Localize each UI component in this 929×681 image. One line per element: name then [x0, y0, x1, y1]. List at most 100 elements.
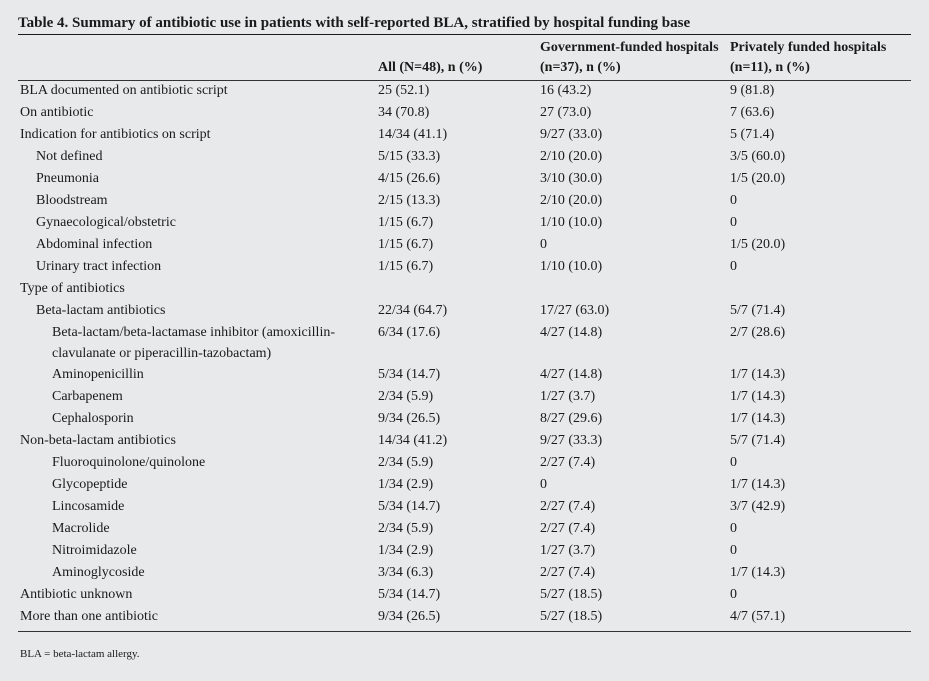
cell-private: 4/7 (57.1) — [730, 609, 786, 624]
cell-government: 9/27 (33.3) — [540, 433, 603, 448]
table-row: Carbapenem 2/34 (5.9) 1/27 (3.7) 1/7 (14.3) — [18, 386, 911, 408]
cell-government: 2/27 (7.4) — [540, 521, 596, 536]
cell-government: 4/27 (14.8) — [540, 367, 603, 382]
cell-all: 22/34 (64.7) — [378, 303, 448, 318]
table-row: Lincosamide 5/34 (14.7) 2/27 (7.4) 3/7 (42.… — [18, 496, 911, 518]
cell-all: 34 (70.8) — [378, 105, 430, 120]
cell-private: 5/7 (71.4) — [730, 433, 786, 448]
cell-all: 1/15 (6.7) — [378, 259, 434, 274]
cell-government: 2/10 (20.0) — [540, 193, 603, 208]
cell-private: 1/5 (20.0) — [730, 171, 786, 186]
row-label: Not defined — [36, 149, 103, 164]
row-label: Pneumonia — [36, 171, 99, 186]
table-row: Non-beta-lactam antibiotics 14/34 (41.2) 9… — [18, 430, 911, 452]
cell-all: 5/34 (14.7) — [378, 499, 441, 514]
cell-private: 3/5 (60.0) — [730, 149, 786, 164]
cell-government: 2/27 (7.4) — [540, 565, 596, 580]
cell-government: 4/27 (14.8) — [540, 325, 603, 340]
cell-government: 5/27 (18.5) — [540, 587, 603, 602]
cell-private: 5/7 (71.4) — [730, 303, 786, 318]
cell-all — [376, 278, 538, 300]
table-row: Nitroimidazole 1/34 (2.9) 1/27 (3.7) 0 — [18, 540, 911, 562]
antibiotic-use-table: All (N=48), n (%) Government-funded hosp… — [18, 37, 911, 628]
cell-all: 5/15 (33.3) — [378, 149, 441, 164]
row-label: Antibiotic unknown — [20, 587, 133, 602]
cell-all: 5/34 (14.7) — [378, 367, 441, 382]
header-row: All (N=48), n (%) Government-funded hosp… — [18, 37, 911, 80]
cell-private: 0 — [730, 193, 737, 208]
cell-private: 1/7 (14.3) — [730, 477, 786, 492]
row-label: Lincosamide — [52, 499, 125, 514]
row-label: Carbapenem — [52, 389, 123, 404]
row-label: Abdominal infection — [36, 237, 153, 252]
cell-government: 1/27 (3.7) — [540, 389, 596, 404]
cell-private: 0 — [730, 215, 737, 230]
cell-private: 1/5 (20.0) — [730, 237, 786, 252]
table-body: BLA documented on antibiotic script 25 (5… — [18, 80, 911, 628]
table-row: Aminoglycoside 3/34 (6.3) 2/27 (7.4) 1/7 (1… — [18, 562, 911, 584]
cell-all: 2/34 (5.9) — [378, 521, 434, 536]
row-label: Type of antibiotics — [20, 281, 125, 296]
cell-all: 25 (52.1) — [378, 83, 430, 98]
cell-government: 0 — [540, 477, 547, 492]
table-row: Abdominal infection 1/15 (6.7) 0 1/5 (20.0) — [18, 234, 911, 256]
table-row: On antibiotic 34 (70.8) 27 (73.0) 7 (63.6) — [18, 102, 911, 124]
cell-government: 17/27 (63.0) — [540, 303, 610, 318]
table-row: Glycopeptide 1/34 (2.9) 0 1/7 (14.3) — [18, 474, 911, 496]
cell-all: 14/34 (41.2) — [378, 433, 448, 448]
row-label: Urinary tract infection — [36, 259, 162, 274]
cell-all: 4/15 (26.6) — [378, 171, 441, 186]
table-row: BLA documented on antibiotic script 25 (5… — [18, 80, 911, 102]
cell-private: 1/7 (14.3) — [730, 565, 786, 580]
header-label — [18, 37, 376, 80]
cell-private: 0 — [730, 259, 737, 274]
table-row: Beta-lactam/beta-lactamase inhibitor (am… — [18, 322, 911, 364]
row-label: Gynaecological/obstetric — [36, 215, 176, 230]
cell-all: 6/34 (17.6) — [378, 325, 441, 340]
row-label: On antibiotic — [20, 105, 94, 120]
cell-government: 2/27 (7.4) — [540, 499, 596, 514]
cell-private: 3/7 (42.9) — [730, 499, 786, 514]
cell-private: 5 (71.4) — [730, 127, 775, 142]
table-row: Urinary tract infection 1/15 (6.7) 1/10 (1… — [18, 256, 911, 278]
cell-private: 9 (81.8) — [730, 83, 775, 98]
cell-government: 8/27 (29.6) — [540, 411, 603, 426]
row-label: Cephalosporin — [52, 411, 134, 426]
table-row: Bloodstream 2/15 (13.3) 2/10 (20.0) 0 — [18, 190, 911, 212]
cell-private: 2/7 (28.6) — [730, 325, 786, 340]
row-label: Beta-lactam antibiotics — [36, 303, 166, 318]
table-row: Type of antibiotics — [18, 278, 911, 300]
cell-government: 16 (43.2) — [540, 83, 592, 98]
table-row: Beta-lactam antibiotics 22/34 (64.7) 17/27… — [18, 300, 911, 322]
cell-private: 0 — [730, 521, 737, 536]
row-label: More than one antibiotic — [20, 609, 159, 624]
table-row: Fluoroquinolone/quinolone 2/34 (5.9) 2/27 … — [18, 452, 911, 474]
cell-all: 9/34 (26.5) — [378, 609, 441, 624]
table-row: Aminopenicillin 5/34 (14.7) 4/27 (14.8) 1/7… — [18, 364, 911, 386]
header-private: Privately funded hospitals (n=11), n (%) — [730, 40, 887, 75]
row-label: Bloodstream — [36, 193, 108, 208]
table-row: More than one antibiotic 9/34 (26.5) 5/27 … — [18, 606, 911, 628]
table-row: Gynaecological/obstetric 1/15 (6.7) 1/10 (… — [18, 212, 911, 234]
table-row: Indication for antibiotics on script 14/3… — [18, 124, 911, 146]
cell-government: 2/10 (20.0) — [540, 149, 603, 164]
row-label: Nitroimidazole — [52, 543, 137, 558]
row-label: Aminopenicillin — [52, 367, 144, 382]
row-label: BLA documented on antibiotic script — [20, 83, 228, 98]
cell-private: 0 — [730, 587, 737, 602]
cell-government: 0 — [540, 237, 547, 252]
cell-all: 2/15 (13.3) — [378, 193, 441, 208]
table-caption: Table 4. Summary of antibiotic use in pa… — [18, 15, 691, 31]
table-row: Cephalosporin 9/34 (26.5) 8/27 (29.6) 1/7 (… — [18, 408, 911, 430]
cell-all: 1/34 (2.9) — [378, 543, 434, 558]
row-label: Indication for antibiotics on script — [20, 127, 211, 142]
header-government: Government-funded hospitals (n=37), n (%… — [540, 40, 719, 75]
cell-private: 0 — [730, 543, 737, 558]
top-rule — [18, 34, 911, 35]
cell-all: 2/34 (5.9) — [378, 455, 434, 470]
cell-private: 0 — [730, 455, 737, 470]
row-label: Macrolide — [52, 521, 110, 536]
row-label: Beta-lactam/beta-lactamase inhibitor (am… — [52, 325, 335, 361]
bottom-rule — [18, 631, 911, 632]
